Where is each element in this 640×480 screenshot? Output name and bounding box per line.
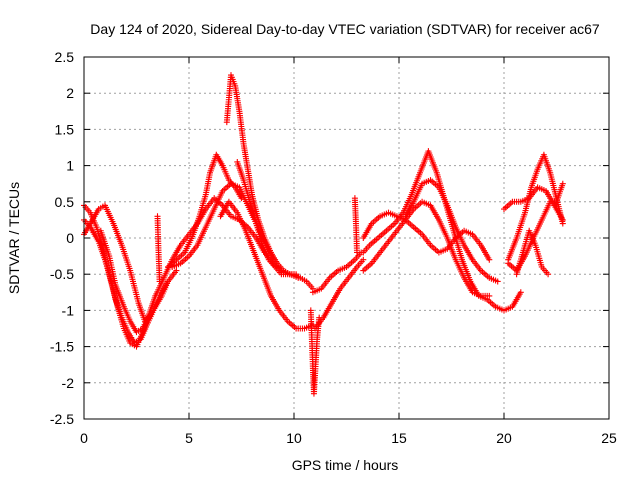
- y-tick-label: -2.5: [50, 411, 74, 427]
- x-tick-label: 10: [286, 430, 302, 446]
- chart-title: Day 124 of 2020, Sidereal Day-to-day VTE…: [90, 21, 600, 37]
- y-tick-label: -0.5: [50, 266, 74, 282]
- y-tick-label: 0.5: [55, 194, 75, 210]
- y-tick-label: 1: [66, 158, 74, 174]
- series-track-3: [81, 202, 155, 325]
- y-tick-label: 0: [66, 230, 74, 246]
- series-track-21: [513, 227, 552, 278]
- data-point: [486, 256, 493, 263]
- series-track-14: [360, 148, 524, 314]
- x-axis-label: GPS time / hours: [292, 457, 399, 473]
- x-tick-label: 20: [496, 430, 512, 446]
- data-point: [354, 249, 360, 256]
- y-axis-label: SDTVAR / TECUs: [6, 182, 22, 294]
- tick-labels: 0 5 10 15 20 25 -2.5 -2 -1.5 -1 -0.5 0 0.5 1 1.5 2 2.5: [50, 49, 617, 446]
- x-tick-label: 15: [391, 430, 407, 446]
- y-tick-label: 2: [66, 85, 74, 101]
- data-point: [486, 292, 493, 299]
- grid: [84, 57, 609, 419]
- x-tick-label: 0: [80, 430, 88, 446]
- x-tick-label: 25: [601, 430, 617, 446]
- series-track-15: [360, 198, 493, 299]
- data-points: [81, 72, 566, 397]
- y-tick-label: -1.5: [50, 339, 74, 355]
- series-track-9: [217, 198, 316, 332]
- series-track-5: [152, 195, 302, 299]
- series-track-19: [501, 184, 566, 223]
- y-tick-label: -2: [62, 375, 75, 391]
- series-track-20: [505, 180, 566, 274]
- y-tick-label: 1.5: [55, 121, 75, 137]
- series-track-13: [309, 249, 365, 296]
- plot-frame: [83, 56, 610, 420]
- series-track-16: [360, 209, 493, 263]
- y-tick-label: -1: [62, 302, 75, 318]
- data-point: [545, 271, 552, 278]
- x-tick-label: 5: [185, 430, 193, 446]
- series-track-22: [154, 213, 163, 285]
- data-point: [494, 278, 501, 285]
- data-point: [559, 180, 566, 187]
- series-track-8: [223, 72, 300, 278]
- series-track-10: [234, 158, 316, 292]
- y-tick-label: 2.5: [55, 49, 75, 65]
- data-point: [360, 256, 367, 263]
- data-point: [559, 216, 566, 223]
- data-point: [517, 289, 524, 296]
- series-track-17: [402, 177, 501, 285]
- series-track-23: [351, 195, 360, 256]
- data-point: [156, 278, 163, 285]
- series-track-6: [165, 151, 245, 270]
- series-track-12: [312, 256, 367, 332]
- data-point: [173, 267, 180, 274]
